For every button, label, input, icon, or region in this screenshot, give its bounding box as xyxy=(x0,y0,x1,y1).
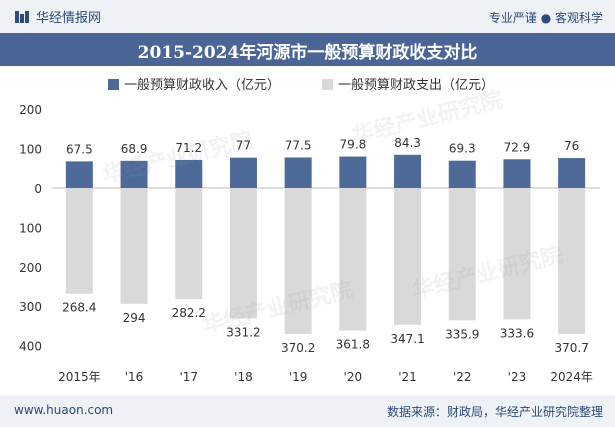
income-bar xyxy=(394,154,422,188)
data-labels: 67.5 268.4 68.9 294 71.2 282.2 77 331.2 77.5 370.… xyxy=(62,136,589,355)
chart-title: 2015-2024年河源市一般预算财政收支对比 xyxy=(137,43,478,63)
expense-bar xyxy=(339,188,367,331)
income-bar xyxy=(339,156,367,188)
legend-label: 一般预算财政支出（亿元） xyxy=(338,77,494,93)
expense-value-label: 370.2 xyxy=(281,341,315,355)
x-tick-label: '17 xyxy=(179,370,198,384)
expense-bar xyxy=(284,188,312,334)
income-value-label: 67.5 xyxy=(66,142,93,156)
income-bar xyxy=(284,157,312,188)
y-tick-label: 200 xyxy=(19,261,42,275)
income-value-label: 84.3 xyxy=(394,136,421,150)
y-tick-label: 100 xyxy=(19,143,42,157)
expense-value-label: 347.1 xyxy=(390,332,424,346)
legend-swatch xyxy=(322,79,333,90)
income-bar xyxy=(229,157,257,188)
income-value-label: 77 xyxy=(236,139,251,153)
expense-bar xyxy=(175,188,203,300)
expense-value-label: 282.2 xyxy=(172,306,206,320)
chart: 一般预算财政收入（亿元） 一般预算财政支出（亿元） 200 100 0 100 200 30… xyxy=(19,77,600,384)
y-tick-label: 300 xyxy=(19,300,42,314)
expense-value-label: 361.8 xyxy=(336,338,370,352)
y-tick-label: 400 xyxy=(19,340,42,354)
income-value-label: 77.5 xyxy=(285,138,312,152)
expense-bar xyxy=(120,188,148,304)
x-tick-label: '22 xyxy=(453,370,472,384)
footer-url[interactable]: www.huaon.com xyxy=(14,403,114,417)
income-value-label: 76 xyxy=(564,139,579,153)
footer-source: 数据来源：财政局，华经产业研究院整理 xyxy=(386,405,603,419)
income-value-label: 79.8 xyxy=(339,138,366,152)
x-tick-label: 2024年 xyxy=(550,370,593,384)
footer: www.huaon.com 数据来源：财政局，华经产业研究院整理 xyxy=(0,395,615,427)
income-value-label: 69.3 xyxy=(449,142,476,156)
x-tick-label: '16 xyxy=(125,370,144,384)
brand-logo-icon xyxy=(15,10,29,23)
income-value-label: 68.9 xyxy=(121,142,148,156)
expense-value-label: 268.4 xyxy=(62,301,96,315)
expense-value-label: 335.9 xyxy=(445,327,479,341)
y-tick-label: 100 xyxy=(19,221,42,235)
x-tick-label: '23 xyxy=(508,370,527,384)
expense-bar xyxy=(448,188,476,321)
legend: 一般预算财政收入（亿元） 一般预算财政支出（亿元） xyxy=(108,77,494,93)
brand: 华经情报网 xyxy=(14,7,101,26)
income-value-label: 71.2 xyxy=(175,141,202,155)
income-bar xyxy=(175,159,203,188)
income-value-label: 72.9 xyxy=(504,140,531,154)
x-tick-label: '19 xyxy=(289,370,308,384)
x-tick-label: '20 xyxy=(344,370,363,384)
x-tick-label: 2015年 xyxy=(58,370,101,384)
income-bar xyxy=(65,161,93,188)
income-bar xyxy=(503,159,531,188)
tagline: 专业严谨 ● 客观科学 xyxy=(488,11,603,25)
expense-bar xyxy=(394,188,422,325)
y-tick-label: 0 xyxy=(34,182,42,196)
income-bar xyxy=(120,160,148,188)
expense-value-label: 294 xyxy=(123,311,146,325)
bars xyxy=(65,154,586,335)
income-bar xyxy=(558,158,586,188)
x-axis: 2015年 '16 '17 '18 '19 '20 '21 '22 '23 2024年 xyxy=(58,370,593,384)
expense-bar xyxy=(229,188,257,319)
y-tick-label: 200 xyxy=(19,103,42,117)
brand-name: 华经情报网 xyxy=(36,11,102,26)
x-tick-label: '18 xyxy=(234,370,253,384)
expense-value-label: 331.2 xyxy=(226,325,260,339)
title-bar: 2015-2024年河源市一般预算财政收支对比 xyxy=(0,33,615,66)
expense-value-label: 370.7 xyxy=(554,341,588,355)
x-tick-label: '21 xyxy=(398,370,417,384)
top-bar: 华经情报网 专业严谨 ● 客观科学 xyxy=(0,0,615,33)
expense-bar xyxy=(503,188,531,320)
income-bar xyxy=(448,160,476,188)
expense-bar xyxy=(558,188,586,335)
expense-bar xyxy=(65,188,93,294)
legend-label: 一般预算财政收入（亿元） xyxy=(124,77,280,93)
legend-swatch xyxy=(108,79,119,90)
expense-value-label: 333.6 xyxy=(500,326,534,340)
